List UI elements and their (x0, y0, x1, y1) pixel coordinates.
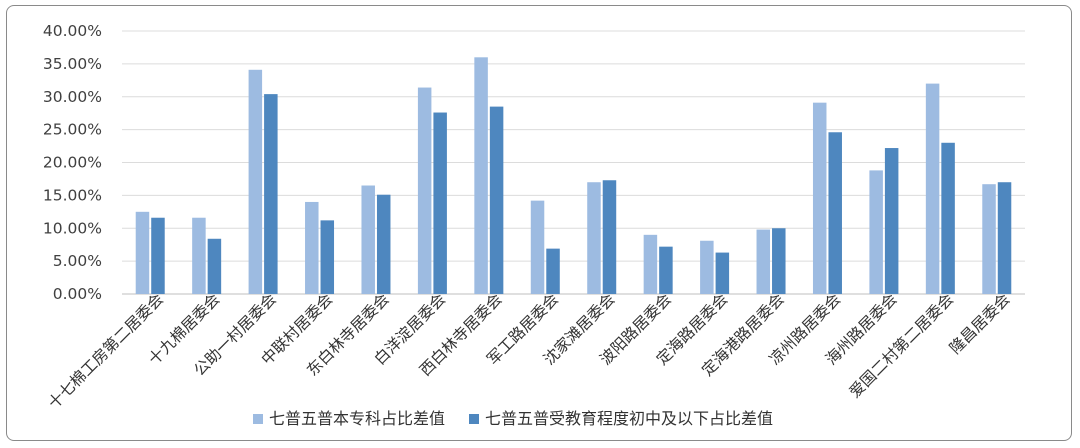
legend-label: 七普五普受教育程度初中及以下占比差值 (485, 409, 773, 428)
bar-series-1 (812, 102, 827, 294)
bar-series-1 (361, 185, 375, 294)
bar-series-1 (192, 217, 206, 294)
y-axis: 0.00% 5.00% 10.00% 15.00% 20.00% 25.00% 30.00%… (43, 22, 102, 303)
bar-series-2 (264, 94, 278, 295)
bar-series-2 (376, 194, 391, 294)
bar-series-1 (530, 200, 545, 294)
bar-series-2 (659, 246, 673, 294)
bar-series-2 (884, 148, 899, 294)
bar-series-1 (417, 87, 432, 294)
y-tick-label: 30.00% (43, 88, 102, 106)
bar-series-2 (602, 180, 617, 294)
bar-series-1 (869, 170, 883, 294)
x-tick-label: 爱国二村第二居委会 (846, 290, 957, 401)
x-axis: 十七棉工房第二居委会十九棉居委会公助一村居委会中联村居委会东白林寺居委会白洋淀居… (45, 290, 1014, 412)
y-tick-label: 35.00% (43, 55, 102, 73)
bar-series-2 (828, 132, 842, 294)
bar-series-2 (207, 238, 222, 294)
x-tick-label: 隆昌居委会 (946, 290, 1014, 358)
bar-series-2 (433, 112, 447, 294)
bar-series-2 (772, 228, 786, 294)
bar-series-2 (489, 106, 504, 294)
legend-swatch (253, 414, 263, 424)
y-tick-label: 20.00% (43, 154, 102, 172)
y-tick-label: 10.00% (43, 219, 102, 237)
bar-series-1 (474, 57, 488, 294)
bar-series-1 (700, 240, 714, 294)
bar-series-2 (997, 182, 1012, 294)
bar-series-1 (248, 69, 263, 294)
bar-series-1 (756, 229, 771, 294)
bar-series-2 (715, 252, 730, 294)
bars (135, 57, 1012, 295)
bar-series-1 (643, 234, 658, 294)
y-tick-label: 25.00% (43, 121, 102, 139)
y-tick-label: 0.00% (53, 285, 102, 303)
y-tick-label: 40.00% (43, 22, 102, 40)
bar-series-1 (982, 184, 996, 294)
bar-series-2 (941, 142, 955, 294)
legend-swatch (469, 414, 479, 424)
bar-series-2 (546, 248, 560, 294)
bar-series-1 (587, 182, 601, 294)
legend: 七普五普本专科占比差值 七普五普受教育程度初中及以下占比差值 (253, 409, 773, 428)
bar-series-2 (320, 220, 335, 294)
legend-label: 七普五普本专科占比差值 (269, 409, 445, 428)
bar-series-1 (925, 83, 940, 294)
bar-series-1 (305, 201, 319, 294)
y-tick-label: 5.00% (53, 252, 102, 270)
bar-series-1 (135, 211, 150, 294)
bar-series-2 (151, 217, 165, 294)
y-tick-label: 15.00% (43, 186, 102, 204)
